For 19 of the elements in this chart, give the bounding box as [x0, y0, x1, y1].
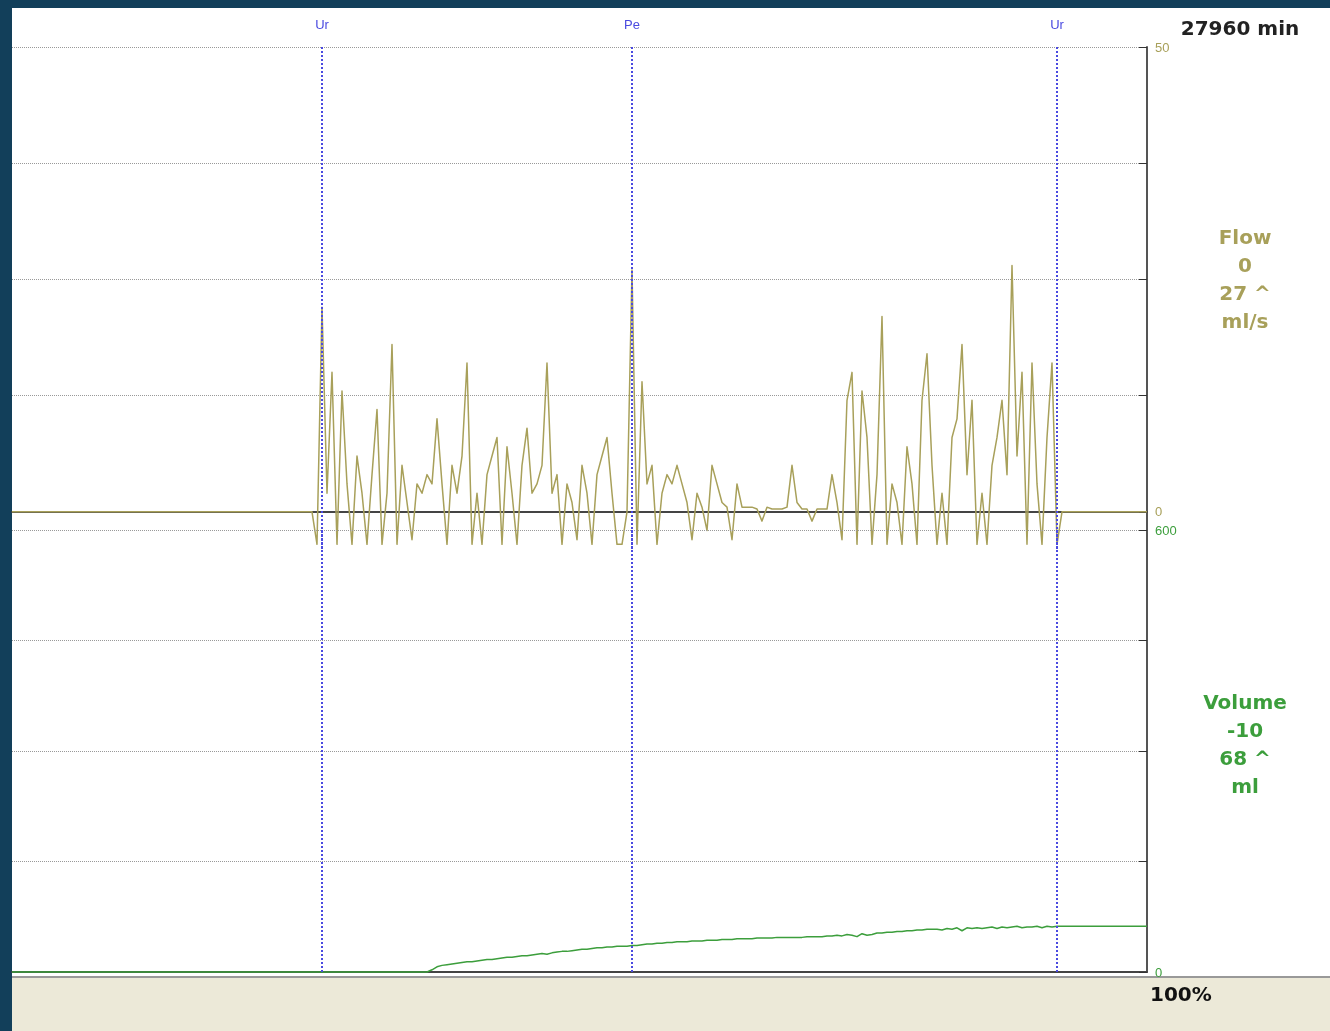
- text: 27 ^: [1218, 281, 1272, 305]
- text: 100%: [1150, 982, 1213, 1006]
- text: 27960 min: [1179, 16, 1301, 40]
- y-tick-label: 0: [1155, 964, 1163, 980]
- line-series: [11, 925, 1148, 973]
- text: -10: [1225, 718, 1265, 742]
- text: Pe: [624, 17, 640, 32]
- text: Ur: [315, 17, 330, 32]
- text: 68 ^: [1218, 746, 1272, 770]
- y-tick-label: 600: [1155, 522, 1177, 538]
- y-tick-label: 0: [1155, 504, 1163, 520]
- text: Ur: [1050, 17, 1065, 32]
- text: Flow: [1217, 225, 1273, 249]
- text: ml: [1230, 774, 1260, 798]
- line-series: [11, 264, 1148, 546]
- text: 0: [1237, 253, 1253, 277]
- y-tick-label: 50: [1155, 39, 1170, 55]
- text: ml/s: [1220, 309, 1270, 333]
- text: Volume: [1202, 690, 1288, 714]
